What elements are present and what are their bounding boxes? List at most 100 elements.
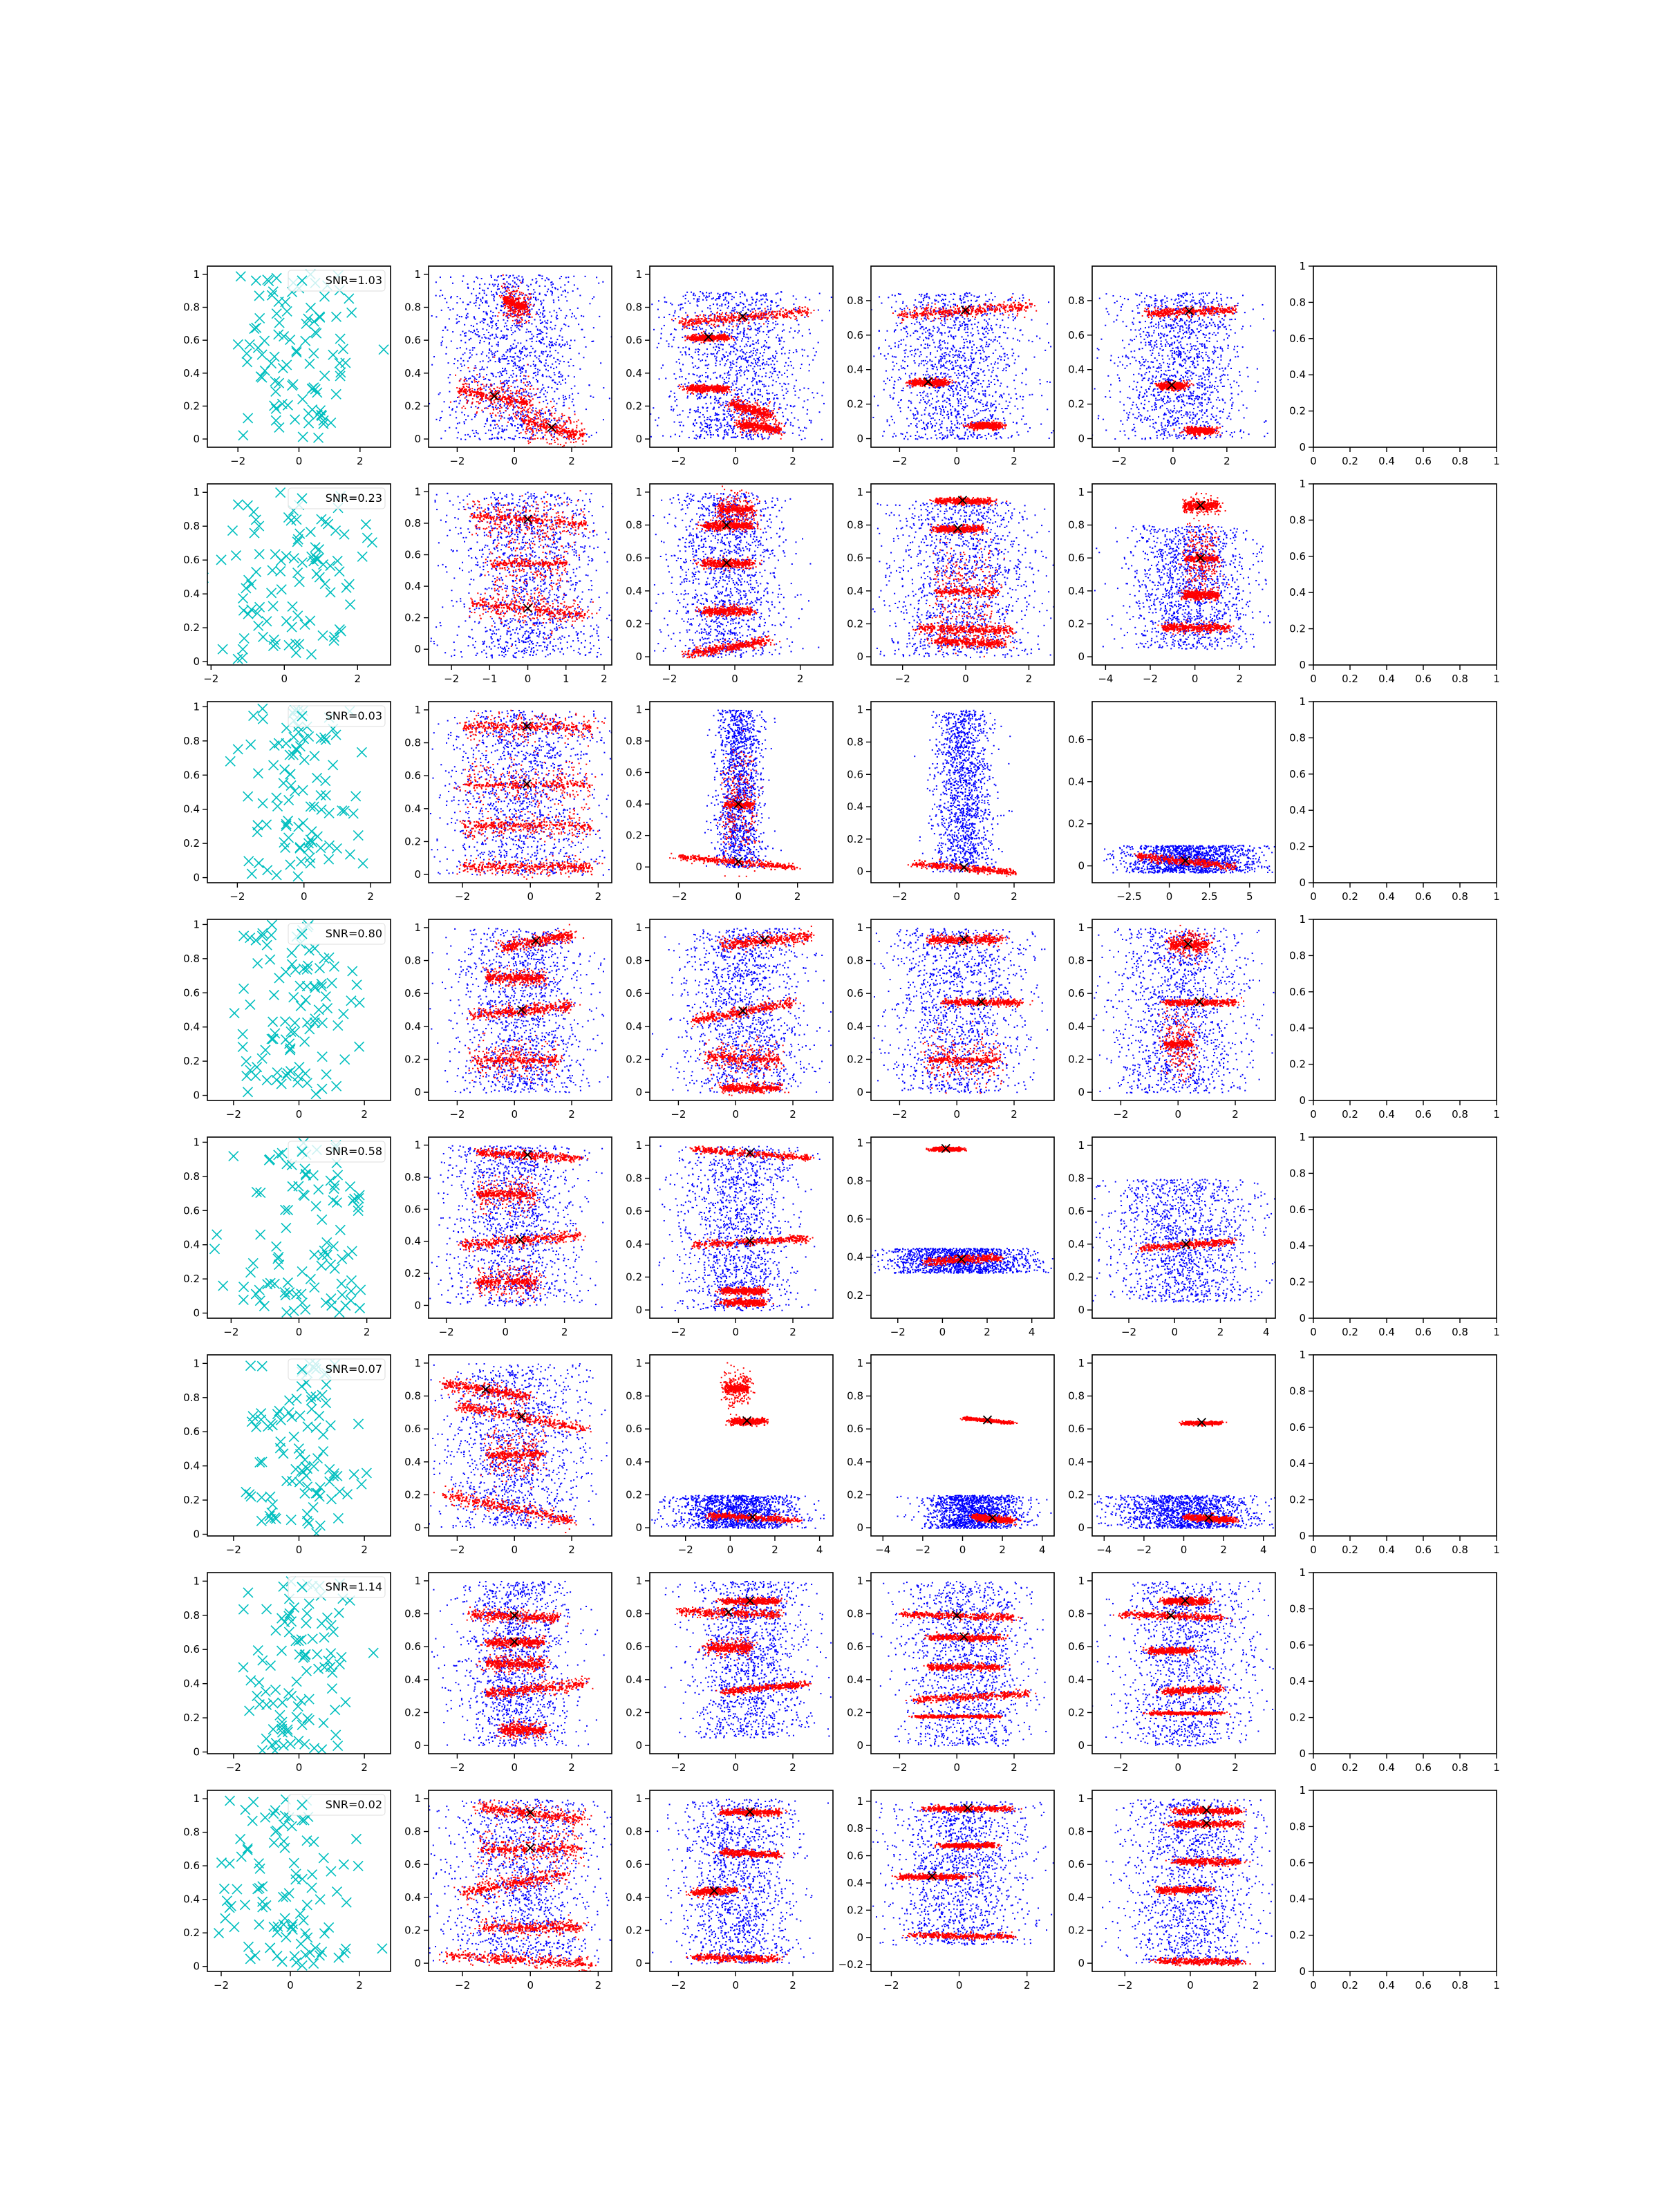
blue-point (770, 358, 771, 359)
blue-point (456, 321, 458, 323)
blue-point (816, 351, 817, 353)
blue-point (781, 386, 782, 387)
blue-point (675, 400, 676, 402)
blue-point (516, 346, 517, 348)
blue-point (540, 312, 541, 314)
blue-point (551, 439, 552, 440)
blue-point (494, 438, 495, 439)
blue-point (676, 405, 677, 406)
blue-point (568, 365, 570, 366)
blue-point (480, 361, 481, 362)
blue-point (755, 350, 756, 351)
blue-point (704, 353, 705, 354)
blue-point (439, 420, 440, 421)
panel-r1-c2: −2 0 200.20.40.60.81 (404, 266, 624, 467)
blue-point (765, 321, 767, 322)
blue-point (695, 419, 696, 420)
red-point (675, 318, 676, 319)
blue-point (442, 330, 444, 331)
blue-point (518, 433, 520, 434)
red-point (706, 324, 708, 326)
blue-point (739, 332, 740, 334)
red-point (490, 385, 491, 386)
blue-point (536, 334, 538, 335)
red-point (527, 415, 528, 416)
blue-point (467, 360, 469, 362)
blue-point (731, 389, 732, 391)
blue-point (508, 437, 509, 438)
blue-point (686, 326, 687, 328)
red-point (543, 438, 544, 440)
blue-point (546, 356, 547, 357)
blue-point (591, 341, 592, 342)
red-point (521, 400, 523, 402)
red-point (485, 395, 487, 397)
blue-point (523, 365, 525, 366)
blue-point (783, 329, 785, 330)
x-tick-label: 2 (568, 455, 575, 467)
blue-point (741, 340, 742, 341)
red-point (520, 317, 521, 319)
blue-point (464, 364, 465, 366)
blue-point (541, 278, 543, 279)
blue-point (525, 384, 526, 386)
blue-point (778, 407, 780, 409)
blue-point (565, 427, 567, 428)
blue-point (735, 375, 737, 376)
blue-point (556, 339, 558, 340)
blue-point (550, 422, 551, 423)
blue-point (464, 353, 465, 354)
red-point (518, 299, 520, 301)
red-point (512, 316, 514, 317)
blue-point (742, 432, 744, 433)
blue-point (694, 438, 695, 439)
blue-point (482, 411, 484, 413)
red-point (474, 379, 475, 381)
blue-point (489, 283, 490, 285)
red-point (708, 339, 710, 341)
red-point (700, 320, 701, 321)
blue-point (449, 415, 451, 416)
blue-point (549, 341, 550, 342)
blue-point (711, 298, 713, 299)
blue-point (760, 389, 761, 391)
blue-point (689, 412, 691, 413)
cross-marker (306, 303, 315, 312)
blue-point (727, 416, 728, 418)
blue-point (773, 399, 774, 400)
red-point (706, 393, 708, 395)
blue-point (556, 318, 558, 319)
blue-point (724, 434, 725, 435)
red-point (574, 431, 575, 432)
blue-point (489, 438, 490, 440)
cross-marker (274, 378, 284, 388)
blue-point (710, 432, 711, 433)
blue-point (585, 346, 587, 348)
blue-point (505, 368, 506, 369)
blue-point (752, 377, 753, 379)
blue-point (785, 384, 786, 385)
blue-point (681, 303, 682, 305)
blue-point (530, 346, 532, 347)
blue-point (716, 346, 718, 348)
cross-marker (335, 358, 344, 368)
red-point (467, 391, 468, 392)
blue-point (760, 381, 762, 382)
red-point (504, 393, 505, 394)
blue-point (727, 359, 729, 360)
blue-point (794, 395, 796, 396)
blue-point (507, 320, 508, 321)
blue-point (682, 337, 683, 338)
red-point (564, 431, 566, 433)
blue-point (456, 400, 457, 402)
blue-point (709, 430, 711, 431)
blue-point (750, 437, 751, 438)
blue-point (735, 354, 736, 355)
blue-point (469, 301, 471, 303)
blue-point (557, 352, 559, 353)
blue-point (465, 332, 467, 334)
blue-point (804, 400, 805, 402)
red-point (515, 309, 516, 310)
blue-point (507, 381, 509, 382)
